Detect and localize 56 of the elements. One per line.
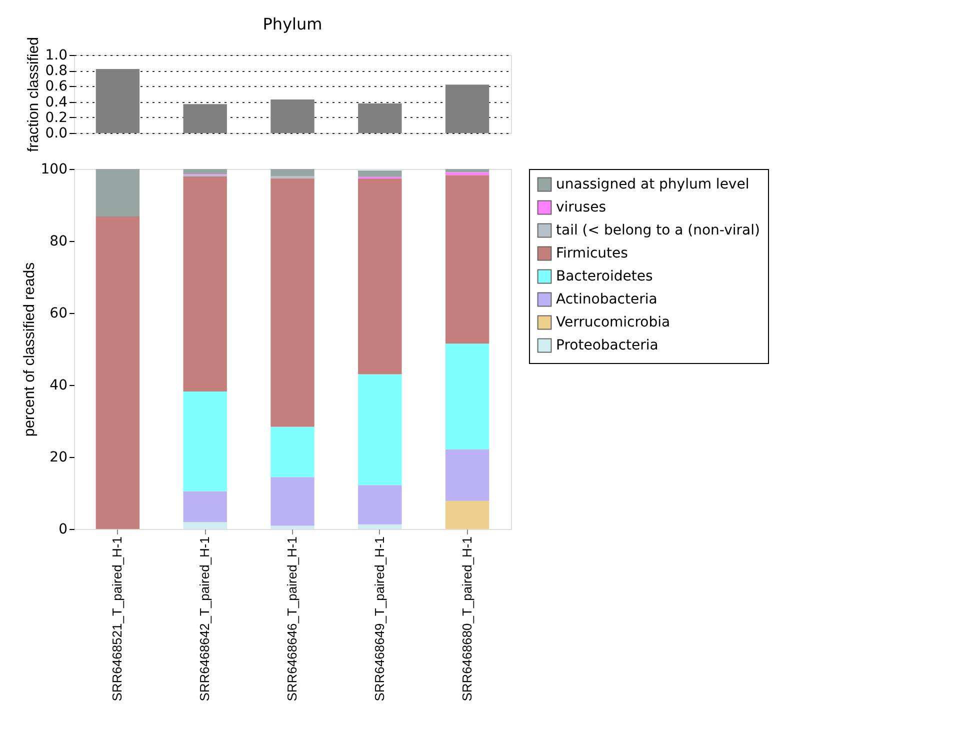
chart-title: Phylum xyxy=(262,14,322,34)
bar xyxy=(270,526,314,529)
y-tick-label: 40 xyxy=(50,378,68,394)
y-tick-label: 0.8 xyxy=(45,63,68,80)
bar xyxy=(358,170,402,177)
bar xyxy=(183,522,227,529)
bar xyxy=(183,391,227,492)
bar xyxy=(445,175,490,344)
bar xyxy=(183,169,227,174)
bar xyxy=(445,172,490,176)
bar xyxy=(96,216,140,529)
bar xyxy=(270,477,314,526)
bar xyxy=(445,84,490,133)
legend-label: viruses xyxy=(556,200,606,216)
bar xyxy=(183,176,227,392)
bar xyxy=(445,449,490,501)
bar xyxy=(358,103,402,133)
legend-label: Verrucomicrobia xyxy=(556,314,670,330)
bar xyxy=(96,169,140,217)
bar xyxy=(358,374,402,486)
y-tick-label: 20 xyxy=(50,450,68,466)
bar xyxy=(358,524,402,529)
bar xyxy=(270,178,314,427)
y-tick-label: 0.0 xyxy=(45,126,68,142)
bar xyxy=(270,426,314,478)
bar xyxy=(445,344,490,450)
legend-label: tail (< belong to a (non-viral) xyxy=(556,222,760,238)
y-tick-label: 0.2 xyxy=(45,110,68,126)
legend-label: Bacteroidetes xyxy=(556,268,653,284)
y-tick-label: 1.0 xyxy=(45,48,68,64)
bar xyxy=(270,99,314,133)
x-tick-label: SRR6468646_T_paired_H-1 xyxy=(284,536,300,702)
y-tick-label: 60 xyxy=(50,306,68,322)
bar xyxy=(445,500,490,529)
bar xyxy=(358,485,402,524)
y-tick-label: 0.6 xyxy=(45,78,68,95)
y-tick-label: 0.4 xyxy=(45,94,68,110)
legend-label: Firmicutes xyxy=(556,246,628,262)
bar xyxy=(358,178,402,374)
bar xyxy=(183,491,227,522)
y-tick-label: 80 xyxy=(50,234,68,250)
x-tick-label: SRR6468649_T_paired_H-1 xyxy=(372,536,387,702)
bar xyxy=(183,104,227,133)
x-tick-label: SRR6468680_T_paired_H-1 xyxy=(459,536,474,702)
bar xyxy=(270,169,314,176)
y-tick-label: 100 xyxy=(40,162,68,178)
x-tick-label: SRR6468521_T_paired_H-1 xyxy=(110,536,125,702)
legend-label: unassigned at phylum level xyxy=(556,176,750,192)
y-axis-title: fraction classified xyxy=(25,36,42,152)
bar xyxy=(96,69,140,133)
y-axis-title: percent of classified reads xyxy=(20,262,38,437)
bar xyxy=(445,169,490,172)
y-tick-label: 0 xyxy=(58,522,68,538)
legend-label: Proteobacteria xyxy=(556,338,658,354)
x-tick-label: SRR6468642_T_paired_H-1 xyxy=(197,536,212,702)
legend-label: Actinobacteria xyxy=(556,292,658,308)
